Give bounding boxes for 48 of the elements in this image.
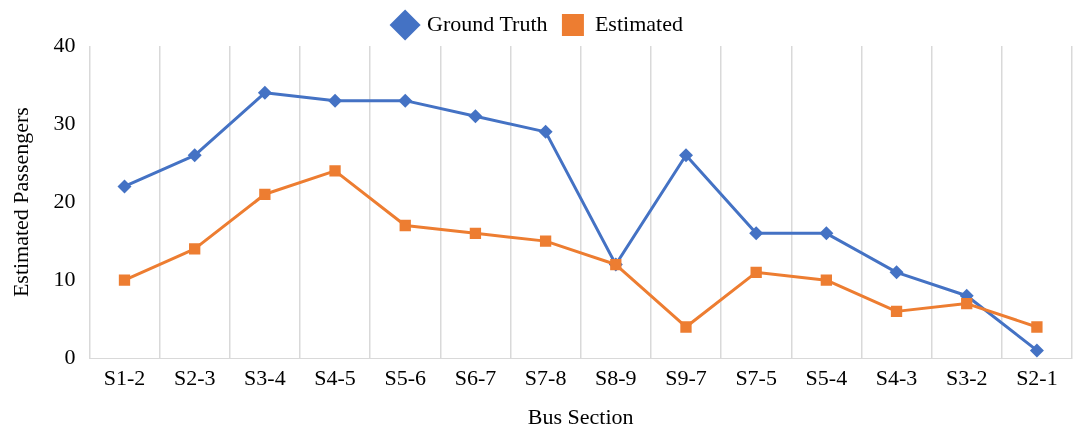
point [539, 235, 552, 247]
point [1029, 343, 1044, 358]
y-axis-title: Estimated Passengers [7, 107, 33, 298]
y-tick-label: 20 [53, 187, 76, 213]
x-axis-title: Bus Section [527, 403, 634, 429]
point [1031, 321, 1043, 333]
x-tick-label: S9-7 [665, 365, 707, 391]
legend-label: Ground Truth [427, 10, 548, 36]
point [259, 188, 271, 200]
point [118, 274, 131, 286]
x-tick-label: S4-3 [875, 365, 918, 391]
point [117, 179, 132, 194]
x-tick-label: S6-7 [454, 365, 497, 391]
point [680, 321, 692, 333]
point [328, 93, 343, 108]
point [398, 93, 413, 108]
point [187, 148, 202, 163]
point [820, 274, 833, 286]
y-tick-label: 10 [53, 265, 76, 291]
point [468, 109, 483, 124]
point [469, 227, 482, 239]
x-tick-label: S3-4 [244, 365, 286, 391]
point [329, 165, 341, 177]
point [819, 226, 834, 241]
point [750, 266, 762, 278]
x-tick-label: S8-9 [595, 365, 637, 391]
point [890, 305, 903, 318]
x-tick-label: S1-2 [103, 365, 146, 391]
point [257, 85, 272, 100]
point [399, 219, 411, 232]
x-tick-label: S7-5 [735, 365, 777, 391]
x-tick-label: S4-5 [314, 365, 356, 391]
point [678, 148, 693, 163]
x-tick-label: S2-1 [1016, 365, 1058, 391]
y-tick-label: 30 [53, 109, 76, 135]
point [961, 297, 973, 310]
y-tick-label: 40 [53, 31, 76, 57]
legend-label: Estimated [594, 10, 683, 36]
x-tick-label: S3-2 [945, 365, 988, 391]
point [889, 265, 904, 280]
x-tick-label: S5-4 [805, 365, 848, 391]
point [189, 243, 201, 255]
point [749, 226, 764, 241]
point [538, 124, 553, 139]
y-tick-label: 0 [64, 343, 76, 369]
x-tick-label: S5-6 [384, 365, 427, 391]
x-tick-label: S7-8 [524, 365, 567, 391]
x-tick-label: S2-3 [173, 365, 216, 391]
